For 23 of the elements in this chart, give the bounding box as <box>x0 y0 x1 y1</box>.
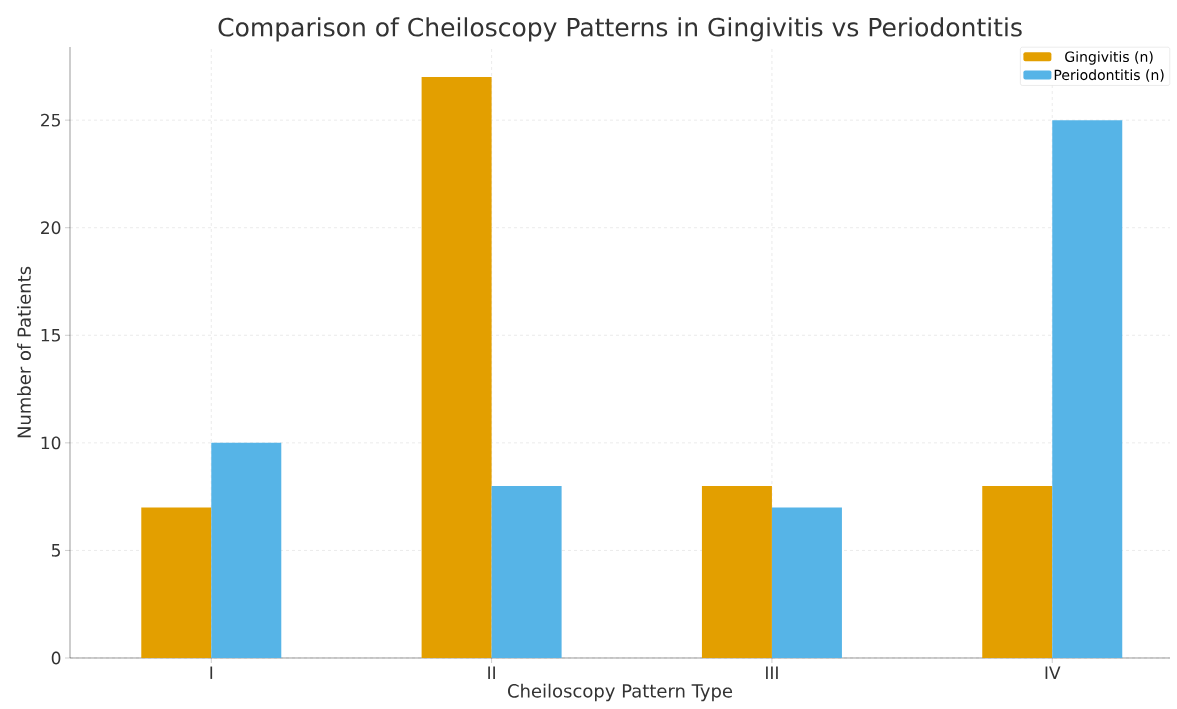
y-tick-label: 0 <box>51 651 61 665</box>
bar <box>421 77 492 658</box>
bar <box>771 507 842 658</box>
bar <box>701 485 772 658</box>
legend-label: Gingivitis (n) <box>1065 51 1153 65</box>
bar <box>211 442 282 658</box>
x-axis-title: Cheiloscopy Pattern Type <box>508 683 733 702</box>
y-tick-label: 15 <box>41 328 60 342</box>
x-tick-label: I <box>210 666 213 679</box>
x-tick-label: III <box>766 666 778 679</box>
y-tick-label: 25 <box>41 113 60 127</box>
y-tick-label: 5 <box>51 544 60 557</box>
bar <box>491 485 562 658</box>
y-axis-title: Number of Patients <box>17 266 31 438</box>
x-tick-label: II <box>488 666 495 679</box>
legend-label: Periodontitis (n) <box>1054 69 1164 82</box>
y-tick-label: 10 <box>41 436 61 450</box>
chart-title: Comparison of Cheiloscopy Patterns in Gingivitis vs Periodontitis <box>218 17 1022 42</box>
x-tick-label: IV <box>1045 666 1061 679</box>
bar <box>141 507 212 658</box>
y-tick-label: 20 <box>41 221 61 235</box>
bar <box>982 485 1053 658</box>
bar <box>1052 120 1123 658</box>
